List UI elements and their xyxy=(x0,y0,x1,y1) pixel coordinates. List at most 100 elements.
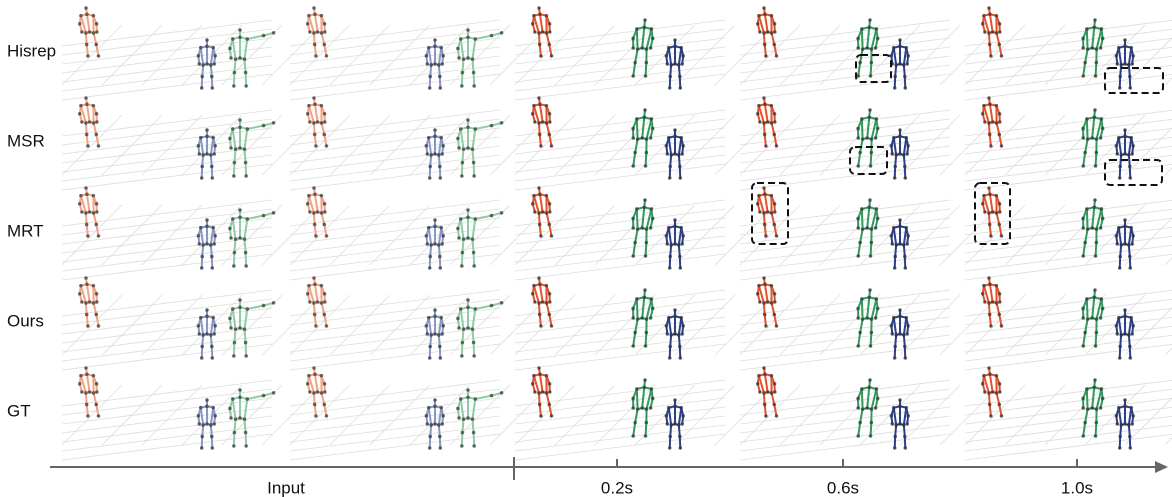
joint xyxy=(1116,62,1120,66)
bone xyxy=(472,129,475,149)
joint xyxy=(314,414,318,418)
joint xyxy=(995,301,999,305)
joint xyxy=(679,46,683,50)
bone xyxy=(247,36,263,39)
joint xyxy=(308,210,312,214)
joint xyxy=(537,186,541,190)
joint xyxy=(466,305,470,309)
joint xyxy=(1093,378,1097,382)
joint xyxy=(1100,387,1104,391)
joint xyxy=(667,226,671,230)
joint xyxy=(438,86,442,90)
joint xyxy=(898,332,902,336)
joint xyxy=(1090,136,1094,140)
joint xyxy=(462,57,466,61)
joint xyxy=(244,251,248,255)
joint xyxy=(997,403,1001,407)
joint xyxy=(531,202,535,206)
joint xyxy=(681,234,685,238)
bone xyxy=(635,229,637,242)
joint xyxy=(764,414,768,418)
joint xyxy=(490,394,494,398)
joint xyxy=(472,84,476,88)
joint xyxy=(314,234,318,238)
joint xyxy=(320,31,324,35)
joint xyxy=(84,186,88,190)
joint xyxy=(764,54,768,58)
joint xyxy=(78,22,82,26)
joint xyxy=(865,136,869,140)
bone xyxy=(990,374,993,392)
joint xyxy=(323,120,327,124)
joint xyxy=(545,374,549,378)
panel xyxy=(515,186,775,280)
joint xyxy=(545,14,549,18)
bone xyxy=(633,333,635,346)
joint xyxy=(473,37,477,41)
joint xyxy=(874,316,878,320)
bone xyxy=(669,228,671,245)
joint xyxy=(673,398,677,402)
joint xyxy=(200,345,204,349)
joint xyxy=(651,307,655,311)
joint xyxy=(461,161,465,165)
joint xyxy=(1093,18,1097,22)
bone xyxy=(1087,299,1088,319)
row-label: GT xyxy=(7,401,31,420)
floor-line xyxy=(102,205,162,265)
bone xyxy=(472,219,475,239)
joint xyxy=(1100,117,1104,121)
bone xyxy=(669,138,671,155)
floor-line xyxy=(142,115,202,175)
joint xyxy=(198,242,202,246)
joint xyxy=(433,308,437,312)
joint xyxy=(79,104,83,108)
joint xyxy=(893,165,897,169)
bone xyxy=(1083,333,1085,346)
joint xyxy=(1123,128,1127,132)
joint xyxy=(312,301,316,305)
joint xyxy=(313,43,317,47)
joint xyxy=(232,264,236,268)
joint xyxy=(426,422,430,426)
time-label: 0.2s xyxy=(601,478,633,497)
joint xyxy=(1081,127,1085,131)
joint xyxy=(870,151,874,155)
joint xyxy=(1128,75,1132,79)
joint xyxy=(643,378,647,382)
joint xyxy=(770,301,774,305)
bone xyxy=(637,119,638,139)
joint xyxy=(433,314,437,318)
joint xyxy=(201,333,205,337)
bone xyxy=(462,149,463,162)
joint xyxy=(998,292,1002,296)
joint xyxy=(668,165,672,169)
joint xyxy=(988,133,992,137)
joint xyxy=(995,31,999,35)
joint xyxy=(461,431,465,435)
floor-line xyxy=(142,25,202,85)
joint xyxy=(865,406,869,410)
timeline: Input 0.2s 0.6s 1.0s xyxy=(50,457,1168,497)
joint xyxy=(539,234,543,238)
joint xyxy=(1100,27,1104,31)
bone xyxy=(315,14,318,32)
joint xyxy=(1092,295,1096,299)
joint xyxy=(681,144,685,148)
joint xyxy=(245,307,249,311)
joint xyxy=(312,186,316,190)
joint xyxy=(762,276,766,280)
bone xyxy=(461,219,464,239)
joint xyxy=(858,61,862,65)
joint xyxy=(1115,324,1119,328)
joint xyxy=(532,374,536,378)
joint xyxy=(1123,134,1127,138)
joint xyxy=(650,207,654,211)
joint xyxy=(635,297,639,301)
panel xyxy=(62,6,322,100)
joint xyxy=(1083,241,1087,245)
joint xyxy=(307,284,311,288)
bone xyxy=(990,104,993,122)
bone xyxy=(646,243,647,256)
joint xyxy=(441,144,445,148)
